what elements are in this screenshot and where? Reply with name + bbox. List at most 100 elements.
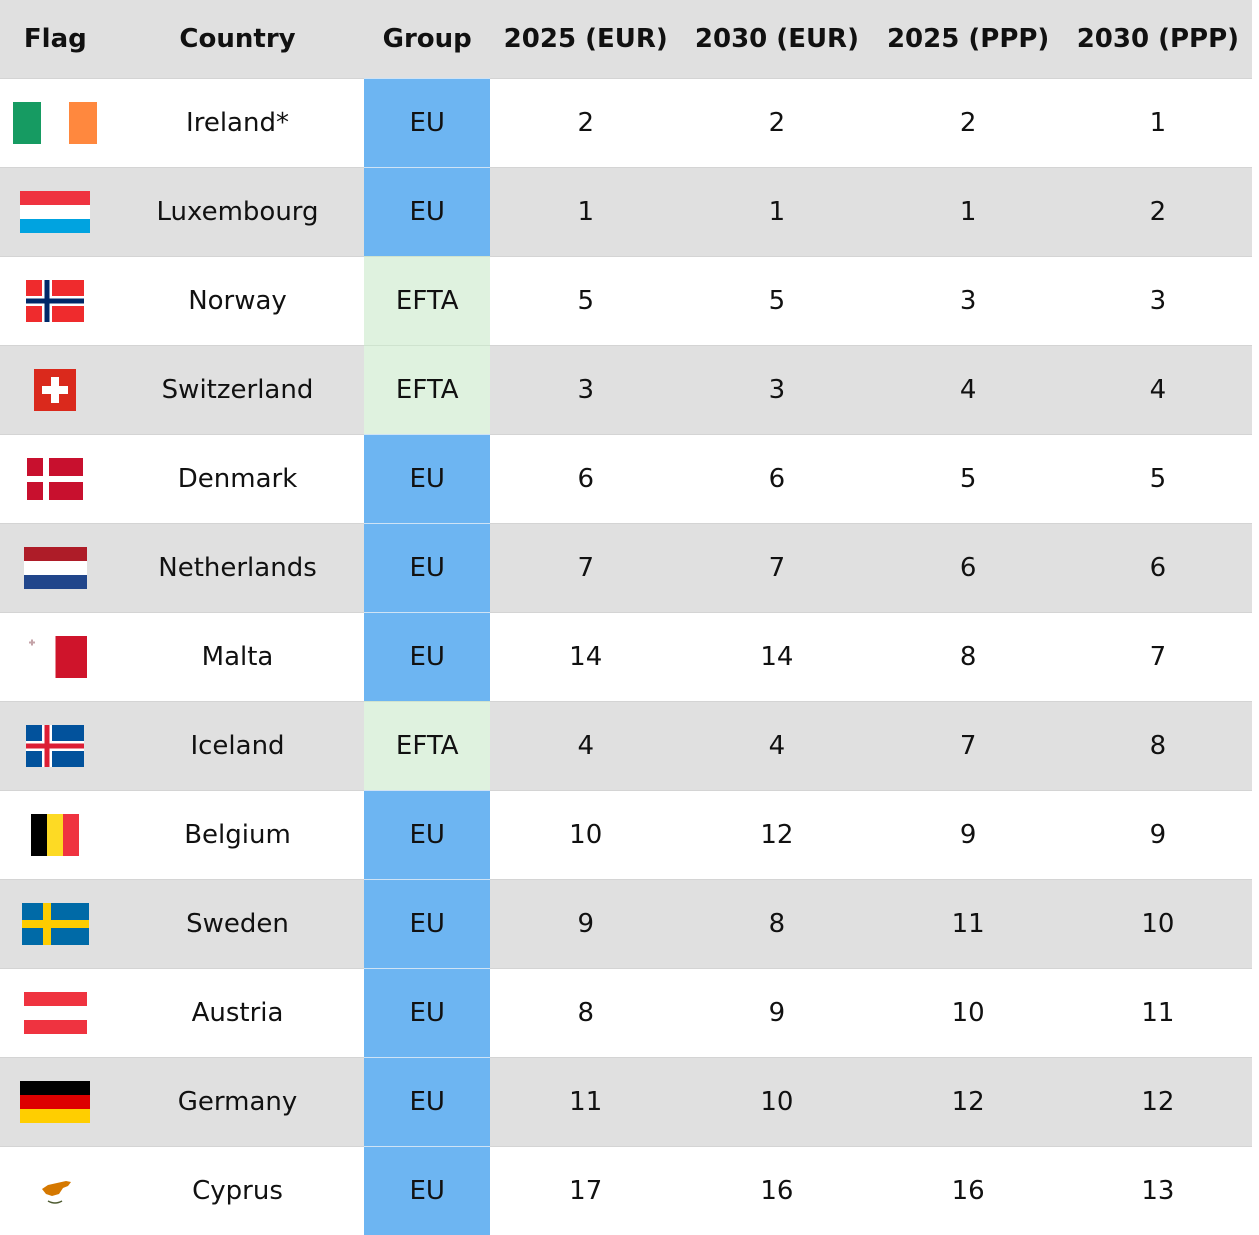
header-group[interactable]: Group [364, 0, 490, 79]
ppp-2025-cell: 6 [873, 524, 1064, 613]
ppp-2030-cell: 8 [1064, 702, 1252, 791]
group-cell: EU [364, 1058, 490, 1147]
eur-2025-cell: 5 [490, 257, 681, 346]
eur-2025-cell: 8 [490, 969, 681, 1058]
group-cell: EU [364, 1147, 490, 1235]
flag-cell [0, 791, 111, 880]
luxembourg-flag-icon [20, 191, 90, 233]
eur-2030-cell: 16 [681, 1147, 872, 1235]
eur-2025-cell: 6 [490, 435, 681, 524]
ppp-2025-cell: 12 [873, 1058, 1064, 1147]
flag-cell [0, 79, 111, 168]
ppp-2025-cell: 10 [873, 969, 1064, 1058]
group-cell: EU [364, 791, 490, 880]
group-cell: EU [364, 168, 490, 257]
netherlands-flag-icon [24, 547, 87, 589]
header-2030-ppp[interactable]: 2030 (PPP) [1064, 0, 1252, 79]
header-2025-eur[interactable]: 2025 (EUR) [490, 0, 681, 79]
table-row: Switzerland EFTA 3 3 4 4 [0, 346, 1252, 435]
ppp-2030-cell: 4 [1064, 346, 1252, 435]
flag-cell [0, 880, 111, 969]
ppp-2025-cell: 1 [873, 168, 1064, 257]
ppp-2025-cell: 3 [873, 257, 1064, 346]
flag-cell [0, 168, 111, 257]
eur-2025-cell: 1 [490, 168, 681, 257]
eur-2025-cell: 2 [490, 79, 681, 168]
cyprus-flag-icon [24, 1170, 87, 1212]
germany-flag-icon [20, 1081, 90, 1123]
header-2025-ppp[interactable]: 2025 (PPP) [873, 0, 1064, 79]
ppp-2025-cell: 11 [873, 880, 1064, 969]
group-cell: EFTA [364, 257, 490, 346]
group-cell: EFTA [364, 702, 490, 791]
table-header: Flag Country Group 2025 (EUR) 2030 (EUR)… [0, 0, 1252, 79]
ppp-2030-cell: 1 [1064, 79, 1252, 168]
austria-flag-icon [24, 992, 87, 1034]
country-cell: Belgium [111, 791, 365, 880]
eur-2030-cell: 5 [681, 257, 872, 346]
group-cell: EU [364, 79, 490, 168]
header-2030-eur[interactable]: 2030 (EUR) [681, 0, 872, 79]
ppp-2025-cell: 8 [873, 613, 1064, 702]
eur-2025-cell: 3 [490, 346, 681, 435]
country-cell: Netherlands [111, 524, 365, 613]
eur-2030-cell: 12 [681, 791, 872, 880]
flag-cell [0, 702, 111, 791]
group-cell: EU [364, 613, 490, 702]
country-cell: Sweden [111, 880, 365, 969]
eur-2030-cell: 3 [681, 346, 872, 435]
flag-cell [0, 1058, 111, 1147]
country-cell: Norway [111, 257, 365, 346]
country-cell: Cyprus [111, 1147, 365, 1235]
ppp-2025-cell: 4 [873, 346, 1064, 435]
flag-cell [0, 524, 111, 613]
ppp-2025-cell: 7 [873, 702, 1064, 791]
country-cell: Iceland [111, 702, 365, 791]
eur-2025-cell: 9 [490, 880, 681, 969]
norway-flag-icon [26, 280, 84, 322]
flag-cell [0, 435, 111, 524]
denmark-flag-icon [27, 458, 83, 500]
ppp-2030-cell: 9 [1064, 791, 1252, 880]
flag-cell [0, 969, 111, 1058]
table-body: Ireland* EU 2 2 2 1 Luxembourg EU 1 1 1 … [0, 79, 1252, 1235]
ppp-2025-cell: 9 [873, 791, 1064, 880]
country-cell: Luxembourg [111, 168, 365, 257]
iceland-flag-icon [26, 725, 84, 767]
country-cell: Switzerland [111, 346, 365, 435]
eur-2030-cell: 10 [681, 1058, 872, 1147]
table-row: Belgium EU 10 12 9 9 [0, 791, 1252, 880]
ppp-2030-cell: 11 [1064, 969, 1252, 1058]
header-country[interactable]: Country [111, 0, 365, 79]
switzerland-flag-icon [34, 369, 76, 411]
ppp-2030-cell: 13 [1064, 1147, 1252, 1235]
table-row: Norway EFTA 5 5 3 3 [0, 257, 1252, 346]
country-cell: Germany [111, 1058, 365, 1147]
group-cell: EU [364, 880, 490, 969]
eur-2025-cell: 11 [490, 1058, 681, 1147]
table-row: Cyprus EU 17 16 16 13 [0, 1147, 1252, 1235]
header-row: Flag Country Group 2025 (EUR) 2030 (EUR)… [0, 0, 1252, 79]
eur-2030-cell: 7 [681, 524, 872, 613]
eur-2025-cell: 10 [490, 791, 681, 880]
eur-2030-cell: 6 [681, 435, 872, 524]
ppp-2025-cell: 2 [873, 79, 1064, 168]
table-row: Netherlands EU 7 7 6 6 [0, 524, 1252, 613]
ppp-2030-cell: 7 [1064, 613, 1252, 702]
eur-2030-cell: 1 [681, 168, 872, 257]
table-row: Sweden EU 9 8 11 10 [0, 880, 1252, 969]
country-cell: Malta [111, 613, 365, 702]
ppp-2025-cell: 16 [873, 1147, 1064, 1235]
flag-cell [0, 346, 111, 435]
ppp-2030-cell: 2 [1064, 168, 1252, 257]
ppp-2030-cell: 3 [1064, 257, 1252, 346]
header-flag[interactable]: Flag [0, 0, 111, 79]
flag-cell [0, 257, 111, 346]
belgium-flag-icon [31, 814, 79, 856]
eur-2025-cell: 4 [490, 702, 681, 791]
country-cell: Austria [111, 969, 365, 1058]
country-cell: Denmark [111, 435, 365, 524]
eur-2030-cell: 8 [681, 880, 872, 969]
table-row: Ireland* EU 2 2 2 1 [0, 79, 1252, 168]
